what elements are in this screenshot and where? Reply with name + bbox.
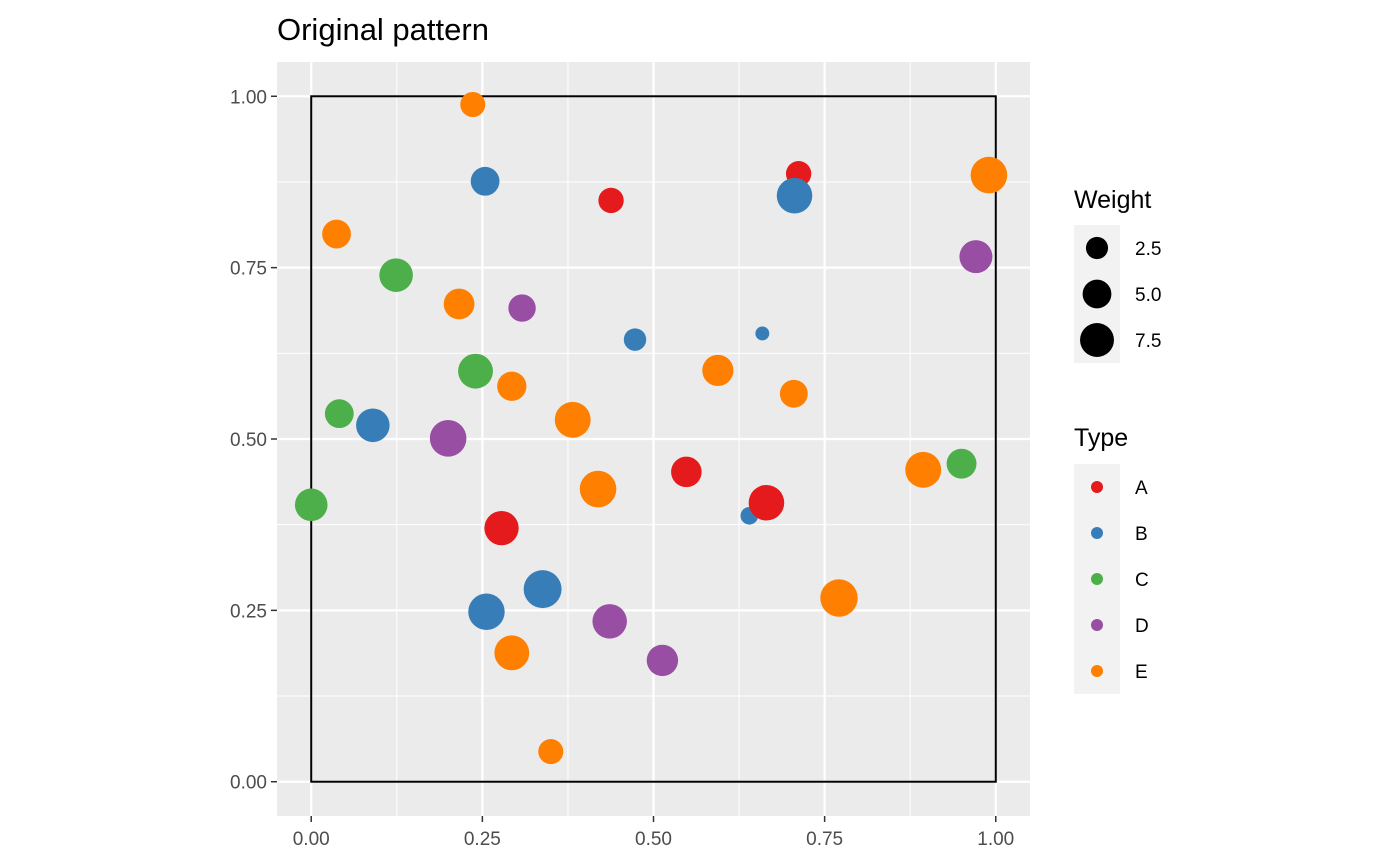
size-legend-key [1085,236,1109,260]
data-point [970,156,1008,194]
x-tick-label: 0.00 [293,829,330,850]
y-tick-label: 0.25 [230,601,267,622]
data-point [905,451,942,488]
size-legend-label: 2.5 [1135,239,1161,260]
legends: Weight 2.5 5.0 7.5 Type A B C D E [1074,186,1161,694]
color-legend-key [1091,481,1103,493]
x-tick-label: 1.00 [977,829,1014,850]
color-legend-title: Type [1074,424,1128,452]
data-point [356,408,390,443]
axes: 0.00 0.25 0.50 0.75 1.00 0.00 0.25 0.50 0.75 1.00 [230,87,1014,850]
data-point [523,570,562,609]
data-point [592,604,627,639]
color-legend-label: C [1135,570,1149,591]
data-point [579,470,617,508]
size-legend-label: 7.5 [1135,331,1161,352]
data-point [946,448,977,479]
data-point [324,399,354,429]
data-point [294,488,328,522]
data-point [671,456,702,488]
data-point [755,326,770,341]
x-tick-label: 0.25 [464,829,501,850]
color-legend-label: B [1135,524,1148,545]
data-point [598,187,624,214]
y-tick-label: 0.50 [230,430,267,451]
color-legend-key [1091,527,1103,539]
size-legend-label: 5.0 [1135,285,1161,306]
data-point [820,579,858,617]
size-legend-key [1082,279,1112,309]
data-point [470,166,500,196]
data-point [497,371,527,401]
color-legend-key [1091,573,1103,585]
data-point [484,510,519,546]
color-legend-key [1091,619,1103,631]
data-point [554,401,591,438]
x-tick-label: 0.50 [635,829,672,850]
data-point [748,484,785,521]
data-point [779,379,808,408]
color-legend-label: D [1135,616,1149,637]
y-tick-label: 0.00 [230,773,267,794]
data-point [702,354,734,387]
data-point [460,91,486,118]
color-legend-key [1091,665,1103,677]
plot-panel [277,62,1030,816]
data-point [508,294,536,322]
data-point [959,240,993,274]
observation-window [310,95,997,783]
x-tick-label: 0.75 [806,829,843,850]
data-point [646,644,679,677]
y-tick-label: 0.75 [230,259,267,280]
data-point [443,288,475,320]
size-legend-key [1080,323,1114,357]
color-legend-label: A [1135,478,1148,499]
data-point [429,420,467,457]
data-point [776,177,813,214]
data-point [322,219,351,249]
color-legend-label: E [1135,662,1148,683]
data-point [494,635,530,671]
data-point [458,353,493,389]
chart-title: Original pattern [277,12,489,47]
data-point [538,739,564,765]
data-point [623,328,647,351]
y-tick-label: 1.00 [230,87,267,108]
size-legend-title: Weight [1074,186,1151,214]
data-point [379,258,413,292]
data-point [468,593,505,630]
